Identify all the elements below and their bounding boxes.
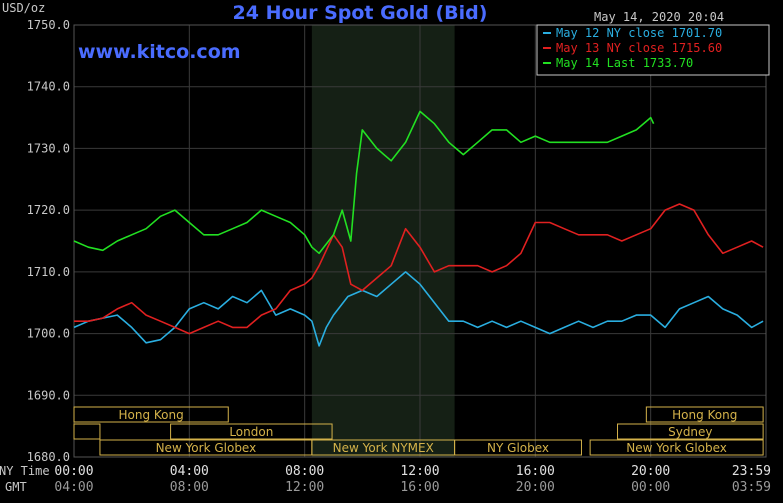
chart-title: 24 Hour Spot Gold (Bid) xyxy=(233,2,488,24)
x-tick-label-gmt: 08:00 xyxy=(170,480,209,495)
x-axis-gmt-label: GMT xyxy=(5,480,27,494)
session-box xyxy=(73,406,229,423)
session-label: London xyxy=(229,425,273,439)
y-tick-label: 1750.0 xyxy=(27,18,70,32)
session-label: New York NYMEX xyxy=(333,441,434,455)
session-label: Hong Kong xyxy=(672,408,737,422)
y-axis-unit-label: USD/oz xyxy=(2,1,45,15)
x-tick-label-ny: 04:00 xyxy=(170,464,209,479)
x-tick-label-gmt: 12:00 xyxy=(285,480,324,495)
x-tick-label-gmt: 16:00 xyxy=(400,480,439,495)
x-tick-label-gmt: 03:59 xyxy=(732,480,771,495)
x-tick-label-ny: 08:00 xyxy=(285,464,324,479)
session-label: New York Globex xyxy=(626,441,727,455)
x-axis-ny-label: NY Time xyxy=(0,464,50,478)
session-box xyxy=(617,423,764,440)
session-box xyxy=(645,406,764,423)
y-tick-label: 1680.0 xyxy=(27,450,70,464)
x-tick-label-gmt: 20:00 xyxy=(516,480,555,495)
legend-entry: May 13 NY close 1715.60 xyxy=(556,41,722,55)
x-tick-label-ny: 23:59 xyxy=(732,464,771,479)
nymex-highlight xyxy=(311,25,455,457)
series-line-2 xyxy=(74,203,764,335)
session-box xyxy=(170,423,333,440)
kitco-watermark: www.kitco.com xyxy=(78,41,241,63)
y-tick-label: 1700.0 xyxy=(27,327,70,341)
series-line-3 xyxy=(73,110,655,255)
legend-entry: May 12 NY close 1701.70 xyxy=(556,26,722,40)
y-tick-label: 1710.0 xyxy=(27,265,70,279)
session-box xyxy=(589,439,764,456)
session-label: Sydney xyxy=(668,425,712,439)
session-label: New York Globex xyxy=(156,441,257,455)
y-tick-label: 1690.0 xyxy=(27,388,70,402)
legend-box xyxy=(536,24,770,76)
x-tick-label-ny: 00:00 xyxy=(54,464,93,479)
y-tick-label: 1730.0 xyxy=(27,141,70,155)
y-tick-label: 1720.0 xyxy=(27,203,70,217)
session-box xyxy=(454,439,582,456)
session-label: NY Globex xyxy=(487,441,549,455)
chart-timestamp: May 14, 2020 20:04 xyxy=(594,10,724,24)
x-tick-label-ny: 20:00 xyxy=(631,464,670,479)
session-box xyxy=(73,423,101,440)
legend-entry: May 14 Last 1733.70 xyxy=(556,56,693,70)
x-tick-label-gmt: 04:00 xyxy=(54,480,93,495)
series-line-1 xyxy=(73,271,764,347)
x-tick-label-ny: 16:00 xyxy=(516,464,555,479)
x-tick-label-ny: 12:00 xyxy=(400,464,439,479)
session-label: Hong Kong xyxy=(119,408,184,422)
x-tick-label-gmt: 00:00 xyxy=(631,480,670,495)
y-tick-label: 1740.0 xyxy=(27,80,70,94)
